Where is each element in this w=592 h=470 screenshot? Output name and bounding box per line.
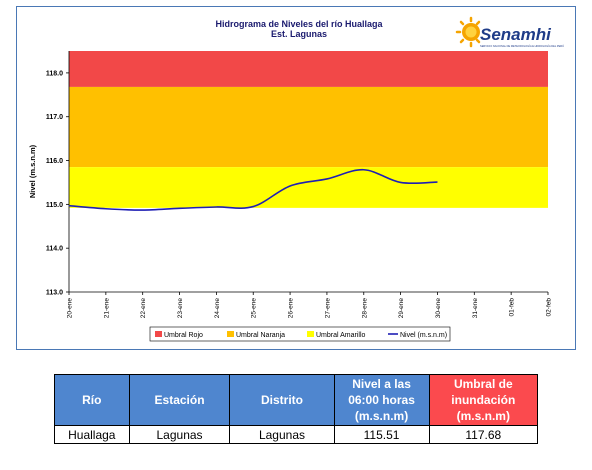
senamhi-logo: Senamhi SERVICIO NACIONAL DE METEOROLOGÍ… xyxy=(455,16,564,48)
x-tick-label: 02-feb xyxy=(546,298,553,317)
y-tick-label: 118.0 xyxy=(46,70,63,77)
legend: Umbral Rojo Umbral Naranja Umbral Amarillo… xyxy=(149,326,451,342)
chart-title: Hidrograma de Niveles del río Huallaga xyxy=(215,19,383,29)
logo-tagline: SERVICIO NACIONAL DE METEOROLOGÍA E HIDR… xyxy=(480,43,564,48)
y-tick-label: 115.0 xyxy=(46,202,63,209)
y-tick-label: 114.0 xyxy=(46,246,63,253)
x-tick-label: 24-ene xyxy=(214,298,221,319)
legend-swatch xyxy=(155,331,162,337)
cell-nivel: 115.51 xyxy=(333,425,430,444)
station-table: Río Estación Distrito Nivel a las 06:00 … xyxy=(54,374,539,444)
series-line-nivel xyxy=(68,168,438,211)
x-tick-label: 27-ene xyxy=(324,298,331,319)
cell-rio: Huallaga xyxy=(54,425,130,444)
header-umbral: Umbral de inundación (m.s.n.m) xyxy=(428,374,539,426)
x-tick-label: 26-ene xyxy=(288,298,295,319)
sun-icon xyxy=(455,16,481,48)
header-distrito: Distrito xyxy=(229,374,335,426)
y-tick-label: 113.0 xyxy=(46,290,63,297)
hydrograph-chart: Hidrograma de Niveles del río Huallaga E… xyxy=(28,16,564,342)
x-tick-label: 20-ene xyxy=(67,298,74,319)
legend-label: Umbral Naranja xyxy=(236,332,285,339)
x-tick-label: 31-ene xyxy=(472,298,479,319)
chart-panel: Hidrograma de Niveles del río Huallaga E… xyxy=(16,6,576,350)
x-tick-label: 21-ene xyxy=(103,298,110,319)
x-tick-label: 01-feb xyxy=(509,298,516,317)
band-umbral-rojo xyxy=(69,51,548,87)
header-nivel: Nivel a las 06:00 horas (m.s.n.m) xyxy=(333,374,430,426)
band-umbral-amarillo xyxy=(69,167,548,208)
y-axis-label: Nivel (m.s.n.m) xyxy=(28,144,37,198)
chart-subtitle: Est. Lagunas xyxy=(271,29,327,39)
x-tick-label: 23-ene xyxy=(177,298,184,319)
x-tick-label: 22-ene xyxy=(140,298,147,319)
x-tick-label: 25-ene xyxy=(251,298,258,319)
y-tick-label: 117.0 xyxy=(46,114,63,121)
x-tick-label: 29-ene xyxy=(398,298,405,319)
legend-swatch xyxy=(307,331,314,337)
table-header-row: Río Estación Distrito Nivel a las 06:00 … xyxy=(54,374,539,426)
legend-label: Umbral Rojo xyxy=(164,332,203,339)
cell-estacion: Lagunas xyxy=(128,425,231,444)
cell-distrito: Lagunas xyxy=(229,425,335,444)
header-rio: Río xyxy=(54,374,130,426)
band-umbral-naranja xyxy=(69,86,548,168)
table-row: Huallaga Lagunas Lagunas 115.51 117.68 xyxy=(54,425,539,444)
x-tick-label: 28-ene xyxy=(361,298,368,319)
y-tick-label: 116.0 xyxy=(46,158,63,165)
x-tick-label: 30-ene xyxy=(435,298,442,319)
legend-swatch xyxy=(227,331,234,337)
legend-label: Nivel (m.s.n.m) xyxy=(400,332,447,339)
logo-wordmark: Senamhi xyxy=(480,25,552,44)
legend-label: Umbral Amarillo xyxy=(316,332,366,339)
cell-umbral: 117.68 xyxy=(428,425,539,444)
header-estacion: Estación xyxy=(128,374,231,426)
